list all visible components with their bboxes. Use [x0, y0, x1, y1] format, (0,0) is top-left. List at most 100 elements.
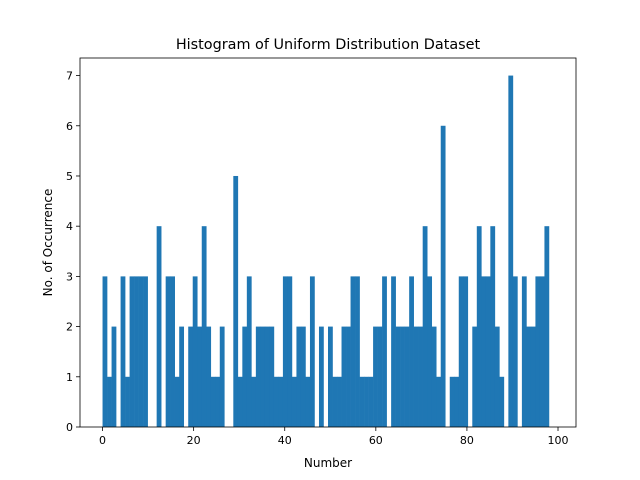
histogram-bar	[440, 125, 446, 427]
histogram-bar	[332, 376, 338, 427]
histogram-bar	[485, 276, 491, 427]
y-tick-label: 6	[66, 120, 73, 133]
histogram-bar	[544, 226, 550, 427]
histogram-bar	[129, 276, 135, 427]
histogram-bar	[526, 326, 532, 427]
histogram-bar	[530, 326, 536, 427]
histogram-bar	[291, 376, 297, 427]
histogram-bar	[111, 326, 117, 427]
histogram-bar	[246, 276, 252, 427]
histogram-bar	[201, 226, 207, 427]
y-tick-label: 4	[66, 220, 73, 233]
x-axis-label: Number	[304, 456, 352, 470]
histogram-bar	[355, 276, 360, 427]
histogram-bar	[391, 276, 396, 427]
histogram-bar	[337, 376, 342, 427]
x-tick-label: 100	[548, 434, 569, 447]
histogram-bar	[476, 226, 482, 427]
histogram-bar	[508, 75, 514, 428]
histogram-bar	[328, 326, 333, 427]
histogram-bar	[364, 376, 369, 427]
plot-frame	[79, 57, 577, 428]
x-tick-label: 40	[278, 434, 292, 447]
histogram-bar	[350, 276, 356, 427]
y-tick-label: 5	[66, 170, 73, 183]
histogram-bar	[179, 326, 185, 427]
histogram-bar	[373, 326, 378, 427]
histogram-bar	[458, 276, 464, 427]
histogram-bar	[233, 175, 239, 427]
histogram-bar	[413, 326, 419, 427]
y-tick-label: 0	[66, 421, 73, 434]
histogram-bar	[287, 276, 293, 427]
histogram-bar	[273, 376, 279, 427]
histogram-bar	[377, 326, 383, 427]
x-tick-label: 60	[369, 434, 383, 447]
histogram-bar	[296, 326, 302, 427]
histogram-bar	[521, 276, 527, 427]
y-axis-label: No. of Occurrence	[41, 189, 55, 297]
histogram-bar	[300, 326, 306, 427]
histogram-bar	[120, 276, 126, 427]
y-tick-label: 2	[66, 321, 73, 334]
chart-title: Histogram of Uniform Distribution Datase…	[176, 37, 481, 53]
histogram-bar	[359, 376, 365, 427]
y-tick-label: 7	[66, 70, 73, 83]
histogram-bar	[143, 276, 148, 427]
histogram-bar	[481, 276, 487, 427]
histogram-bar	[454, 376, 460, 427]
histogram-bar	[188, 326, 194, 427]
histogram-bar	[382, 276, 387, 427]
histogram-bar	[512, 276, 518, 427]
histogram-bar	[264, 326, 270, 427]
histogram-bar	[219, 326, 225, 427]
histogram-bar	[278, 376, 284, 427]
histogram-bar	[427, 276, 433, 427]
histogram-bar	[318, 326, 324, 427]
histogram-bar	[395, 326, 401, 427]
histogram-bar	[309, 276, 315, 427]
histogram-bar	[174, 376, 180, 427]
histogram-bar	[251, 376, 257, 427]
histogram-bar	[125, 376, 130, 427]
histogram-bar	[282, 276, 288, 427]
histogram-bar	[260, 326, 266, 427]
histogram-bar	[107, 376, 112, 427]
histogram-bar	[237, 376, 243, 427]
histogram-bar	[165, 276, 171, 427]
histogram-bar	[206, 326, 212, 427]
histogram-bar	[539, 276, 545, 427]
histogram-bar	[463, 276, 469, 427]
histogram-bar	[215, 376, 221, 427]
histogram-bar	[431, 326, 437, 427]
histogram-bar	[210, 376, 216, 427]
x-tick-label: 80	[460, 434, 474, 447]
histogram-bar	[134, 276, 139, 427]
histogram-bar	[269, 326, 275, 427]
histogram-bar	[156, 226, 162, 427]
y-axis-ticks: 0 1 2 3 4 5 6 7	[66, 70, 80, 434]
histogram-bar	[494, 326, 500, 427]
histogram-bar	[422, 226, 428, 427]
histogram-bar	[305, 376, 311, 427]
histogram-bar	[242, 326, 248, 427]
histogram-bar	[418, 326, 423, 427]
histogram-bar	[404, 326, 410, 427]
histogram-bar	[535, 276, 541, 427]
y-tick-label: 3	[66, 270, 73, 283]
histogram-bar	[170, 276, 175, 427]
bars-group	[102, 75, 550, 428]
histogram-bar	[490, 226, 496, 427]
y-tick-label: 1	[66, 371, 73, 384]
histogram-bar	[192, 276, 198, 427]
histogram-bar	[436, 376, 442, 427]
x-tick-label: 0	[99, 434, 106, 447]
histogram-bar	[409, 276, 414, 427]
histogram-bar	[499, 376, 505, 427]
histogram-bar	[138, 276, 144, 427]
histogram-bar	[472, 326, 478, 427]
histogram-bar	[102, 276, 108, 427]
histogram-bar	[400, 326, 405, 427]
histogram-bar	[449, 376, 455, 427]
